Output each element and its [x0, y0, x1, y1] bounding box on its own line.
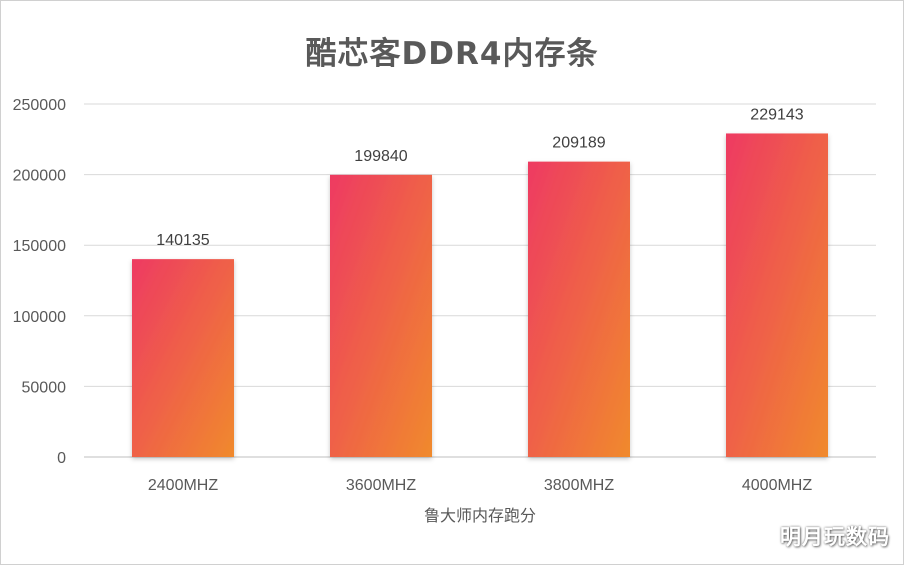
data-label: 209189: [552, 135, 605, 152]
x-axis-ticks: 2400MHZ 3600MHZ 3800MHZ 4000MHZ: [148, 477, 812, 494]
y-tick-label: 200000: [13, 168, 66, 185]
y-tick-label: 0: [57, 450, 66, 467]
x-tick-label: 4000MHZ: [742, 477, 812, 494]
data-labels: 140135 199840 209189 229143: [156, 106, 803, 249]
y-tick-label: 50000: [22, 379, 67, 396]
x-tick-label: 3800MHZ: [544, 477, 614, 494]
bars: [132, 133, 828, 458]
y-axis-ticks: 0 50000 100000 150000 200000 250000: [13, 97, 66, 467]
data-label: 140135: [156, 232, 209, 249]
bar-2400MHZ: [132, 259, 234, 457]
y-tick-label: 100000: [13, 309, 66, 326]
chart-title: 酷芯客DDR4内存条: [305, 36, 599, 72]
y-tick-label: 250000: [13, 97, 66, 114]
bar-4000MHZ: [726, 133, 828, 458]
bar-3600MHZ: [330, 174, 432, 457]
watermark: 明月玩数码: [780, 525, 890, 549]
data-label: 199840: [354, 148, 407, 165]
x-axis-title: 鲁大师内存跑分: [424, 506, 536, 525]
y-tick-label: 150000: [13, 238, 66, 255]
data-label: 229143: [750, 106, 803, 123]
x-tick-label: 3600MHZ: [346, 477, 416, 494]
x-tick-label: 2400MHZ: [148, 477, 218, 494]
bar-3800MHZ: [528, 161, 630, 458]
